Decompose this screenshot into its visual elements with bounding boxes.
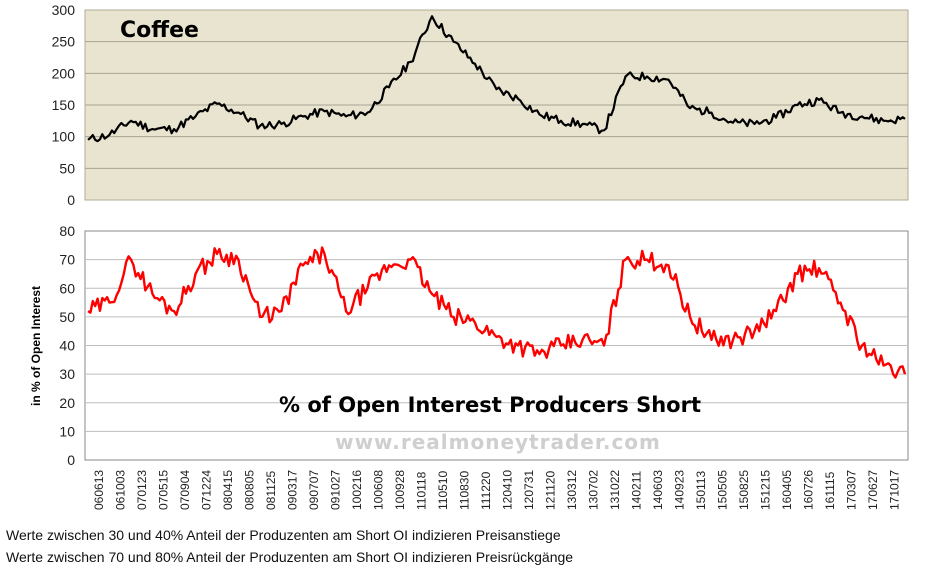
x-tick-label: 100608 — [371, 470, 385, 510]
coffee-price-panel: 0 50 100 150 200 250 300 Coffee — [52, 2, 909, 208]
x-tick-label: 130702 — [586, 470, 600, 510]
coffee-y-tick-label: 200 — [52, 65, 76, 81]
coffee-price-line — [87, 15, 906, 143]
x-tick-label: 090707 — [307, 470, 321, 510]
x-tick-label: 090317 — [285, 470, 299, 510]
x-tick-label: 100216 — [350, 470, 364, 510]
x-tick-label: 110830 — [457, 471, 471, 510]
producers-y-tick-label: 60 — [59, 280, 75, 296]
producers-y-tick-label: 10 — [59, 423, 75, 439]
x-tick-label: 161115 — [823, 471, 837, 510]
coffee-y-tick-labels: 0 50 100 150 200 250 300 — [52, 2, 76, 208]
producers-y-tick-label: 30 — [59, 366, 75, 382]
x-tick-label: 160405 — [780, 470, 794, 510]
x-tick-label: 121120 — [543, 471, 557, 510]
x-tick-label: 070515 — [156, 470, 170, 510]
coffee-y-tick-label: 0 — [67, 192, 75, 208]
x-tick-label: 111220 — [479, 471, 493, 510]
producers-short-line — [87, 246, 907, 379]
producers-title: % of Open Interest Producers Short — [279, 393, 701, 417]
producers-y-axis-label: in % of Open Interest — [29, 286, 43, 406]
x-tick-label: 160726 — [801, 470, 815, 510]
coffee-y-tick-label: 150 — [52, 97, 76, 113]
producers-y-tick-label: 20 — [59, 395, 75, 411]
coffee-series-path — [87, 15, 906, 143]
producers-y-tick-label: 0 — [67, 452, 75, 468]
x-tick-label: 150825 — [737, 470, 751, 510]
x-tick-label: 081125 — [264, 471, 278, 510]
x-tick-label: 170627 — [866, 470, 880, 510]
x-tick-label: 100928 — [393, 470, 407, 510]
x-tick-label: 091027 — [328, 470, 342, 510]
caption-line-1: Werte zwischen 30 und 40% Anteil der Pro… — [6, 527, 561, 543]
x-tick-label: 070123 — [135, 470, 149, 510]
producers-y-tick-label: 40 — [59, 338, 75, 354]
x-tick-label: 060613 — [92, 470, 106, 510]
x-tick-label: 080415 — [221, 470, 235, 510]
x-tick-label: 140211 — [629, 471, 643, 510]
x-tick-label: 120731 — [522, 470, 536, 510]
x-tick-label: 150113 — [694, 471, 708, 510]
x-tick-label: 080805 — [242, 470, 256, 510]
producers-y-tick-label: 70 — [59, 252, 75, 268]
producers-gridlines — [85, 259, 908, 432]
caption-line-2: Werte zwischen 70 und 80% Anteil der Pro… — [6, 549, 574, 565]
x-tick-label: 071224 — [199, 470, 213, 510]
x-tick-label: 110510 — [436, 471, 450, 510]
x-tick-label: 110118 — [414, 471, 428, 510]
producers-series-path — [87, 246, 907, 379]
producers-y-tick-label: 50 — [59, 309, 75, 325]
coffee-y-tick-label: 50 — [59, 160, 75, 176]
coffee-gridlines — [85, 41, 908, 169]
x-tick-label: 120410 — [500, 470, 514, 510]
x-tick-labels: 060613 061003 070123 070515 070904 071224 0804… — [92, 470, 901, 510]
coffee-y-tick-label: 300 — [52, 2, 76, 18]
x-tick-label: 151215 — [758, 470, 772, 510]
x-tick-label: 061003 — [113, 470, 127, 510]
coffee-title: Coffee — [120, 18, 199, 43]
x-tick-label: 130312 — [565, 470, 579, 510]
x-tick-label: 170307 — [844, 470, 858, 510]
x-tick-label: 140603 — [651, 470, 665, 510]
x-tick-label: 131022 — [608, 470, 622, 510]
coffee-y-tick-label: 250 — [52, 34, 76, 50]
x-tick-label: 150505 — [715, 470, 729, 510]
coffee-y-tick-label: 100 — [52, 129, 76, 145]
watermark: www.realmoneytrader.com — [335, 430, 661, 454]
producers-y-tick-labels: 0 10 20 30 40 50 60 70 80 — [59, 223, 75, 468]
x-tick-label: 171017 — [887, 470, 901, 510]
chart-canvas: 0 50 100 150 200 250 300 Coffee 0 10 20 30 40 50 60 7… — [29, 2, 909, 510]
x-tick-label: 070904 — [178, 470, 192, 510]
x-tick-label: 140923 — [672, 470, 686, 510]
producers-y-tick-label: 80 — [59, 223, 75, 239]
